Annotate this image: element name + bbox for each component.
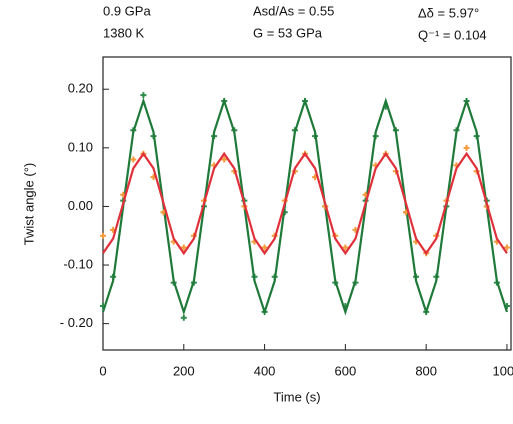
- fit-line: [102, 151, 508, 256]
- data-point: [342, 244, 349, 251]
- x-tick-label: 200: [173, 363, 195, 378]
- data-point: [221, 156, 228, 163]
- annotation: Asd/As = 0.55: [253, 3, 334, 18]
- annotation: Q⁻¹ = 0.104: [418, 27, 487, 42]
- x-tick-label: 800: [415, 363, 437, 378]
- x-tick-label: 600: [335, 363, 357, 378]
- y-tick-label: -0.10: [63, 256, 93, 271]
- data-point: [261, 244, 268, 251]
- data-point: [503, 244, 510, 251]
- plot-frame: [102, 56, 512, 351]
- x-tick-label: 0: [99, 363, 106, 378]
- annotation: G = 53 GPa: [253, 25, 323, 40]
- y-tick-label: 0.10: [68, 139, 93, 154]
- y-tick-label: 0.00: [68, 198, 93, 213]
- data-point: [463, 144, 470, 151]
- x-tick-label: 400: [254, 363, 276, 378]
- x-tick-label: 1000: [492, 363, 513, 378]
- annotation: 0.9 GPa: [103, 3, 151, 18]
- fit-line: [101, 97, 509, 316]
- data-point: [180, 314, 187, 321]
- data-point: [180, 244, 187, 251]
- x-axis-label: Time (s): [273, 389, 320, 404]
- data-point: [130, 156, 137, 163]
- data-point: [140, 92, 147, 99]
- y-tick-label: - 0.20: [60, 315, 93, 330]
- y-tick-label: 0.20: [68, 81, 93, 96]
- data-point: [100, 232, 106, 239]
- annotation: 1380 K: [103, 25, 145, 40]
- y-axis-label: Twist angle (°): [21, 163, 36, 246]
- annotation: Δδ = 5.97°: [418, 5, 479, 20]
